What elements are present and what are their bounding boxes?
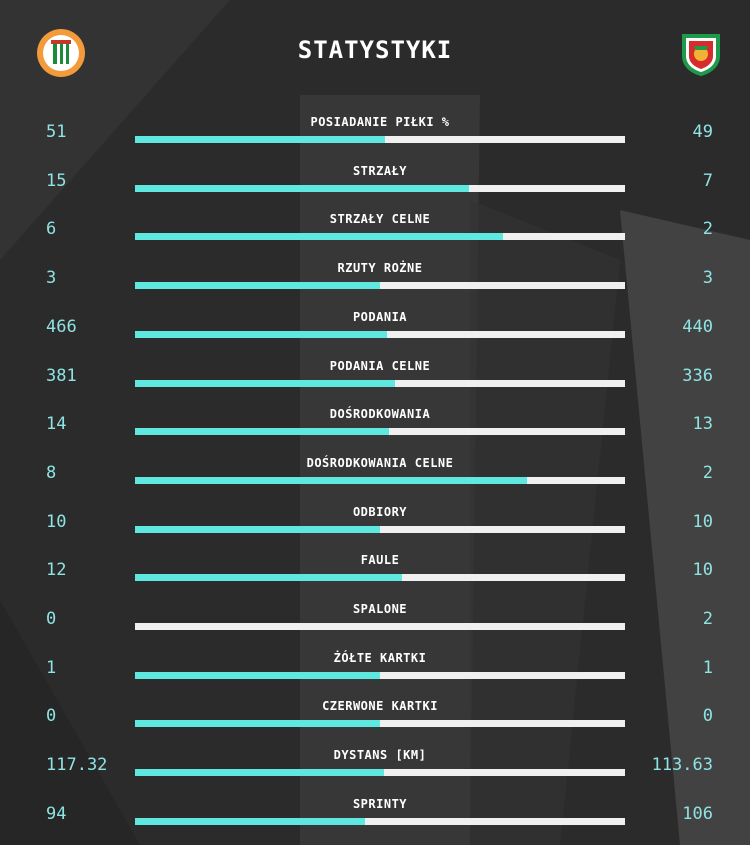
stat-label: PODANIA [352,309,408,324]
home-share-fill [135,428,390,436]
home-value: 3 [46,268,57,289]
home-value: 6 [46,219,57,240]
home-share-fill [135,525,380,533]
stat-label: SPALONE [352,602,408,616]
stat-row: 8 DOŚRODKOWANIA CELNE 2 [0,456,750,504]
stat-row: 381 PODANIA CELNE 336 [0,359,750,407]
stat-label: RZUTY ROŻNE [337,261,423,276]
home-value: 0 [46,706,57,727]
home-value: 94 [46,803,67,824]
stat-label: ŻÓŁTE KARTKI [333,650,427,665]
home-value: 117.32 [46,755,108,776]
home-share-fill [135,574,403,582]
stat-label: DOŚRODKOWANIA [329,407,431,422]
home-value: 51 [46,122,67,142]
away-value: 113.63 [651,755,713,776]
home-share-fill [135,379,396,387]
home-value: 10 [46,511,67,532]
home-share-fill [135,233,503,241]
stat-row: 466 PODANIA 440 [0,310,750,358]
comparison-bar [135,379,625,387]
stat-label: ODBIORY [352,504,408,519]
home-value: 466 [46,316,77,337]
comparison-bar [135,574,625,582]
home-value: 0 [46,609,57,629]
home-share-fill [135,817,366,825]
page-title: STATYSTYKI [297,36,453,64]
comparison-bar [135,330,625,338]
away-value: 7 [702,170,713,191]
stat-label: DYSTANS [KM] [333,748,427,763]
comparison-bar [135,136,625,143]
stat-row: 15 STRZAŁY 7 [0,164,750,212]
comparison-bar [135,476,625,484]
comparison-bar [135,817,625,825]
home-share-fill [135,330,387,338]
home-share-fill [135,282,380,290]
comparison-bar [135,769,625,777]
home-value: 15 [46,170,67,191]
stat-row: 0 SPALONE 2 [0,602,750,650]
stat-label: DOŚRODKOWANIA CELNE [306,455,454,470]
home-share-fill [135,671,380,679]
away-value: 10 [692,511,713,532]
home-value: 8 [46,462,57,483]
stat-label: SPRINTY [352,796,408,811]
away-value: 440 [682,316,713,337]
comparison-bar [135,282,625,290]
home-share-fill [135,136,385,143]
away-value: 2 [702,219,713,240]
stat-row: 117.32 DYSTANS [KM] 113.63 [0,748,750,796]
stat-label: FAULE [360,553,400,568]
stat-row: 3 RZUTY ROŻNE 3 [0,261,750,309]
away-value: 49 [692,122,713,142]
home-value: 14 [46,414,67,435]
stat-row: 1 ŻÓŁTE KARTKI 1 [0,651,750,699]
stat-row: 10 ODBIORY 10 [0,505,750,553]
stat-label: CZERWONE KARTKI [322,699,438,714]
away-value: 1 [702,657,713,678]
comparison-bar [135,525,625,533]
comparison-bar [135,233,625,241]
away-value: 2 [702,609,713,629]
stat-row: 51 POSIADANIE PIŁKI % 49 [0,115,750,163]
header: STATYSTYKI [0,0,750,100]
home-value: 1 [46,657,57,678]
away-value: 106 [682,803,713,824]
comparison-bar [135,184,625,192]
stat-row: 14 DOŚRODKOWANIA 13 [0,407,750,455]
home-value: 12 [46,560,67,581]
miedz-legnica-crest-icon [682,34,720,76]
comparison-bar [135,623,625,630]
away-value: 3 [702,268,713,289]
home-share-fill [135,476,527,484]
home-share-fill [135,720,380,728]
away-value: 13 [692,414,713,435]
stat-row: 6 STRZAŁY CELNE 2 [0,212,750,260]
stat-label: STRZAŁY CELNE [329,212,431,227]
zaglebie-lubin-crest-icon [37,29,85,77]
home-value: 381 [46,365,77,386]
stat-label: STRZAŁY [352,163,408,178]
away-value: 2 [702,462,713,483]
stat-row: 12 FAULE 10 [0,553,750,601]
stat-row: 94 SPRINTY 106 [0,797,750,845]
away-value: 336 [682,365,713,386]
comparison-bar [135,428,625,436]
comparison-bar [135,720,625,728]
away-value: 10 [692,560,713,581]
home-share-fill [135,184,470,192]
stat-label: PODANIA CELNE [329,358,431,373]
home-share-fill [135,769,384,777]
stat-label: POSIADANIE PIŁKI % [310,115,450,129]
away-value: 0 [702,706,713,727]
stat-row: 0 CZERWONE KARTKI 0 [0,699,750,747]
comparison-bar [135,671,625,679]
